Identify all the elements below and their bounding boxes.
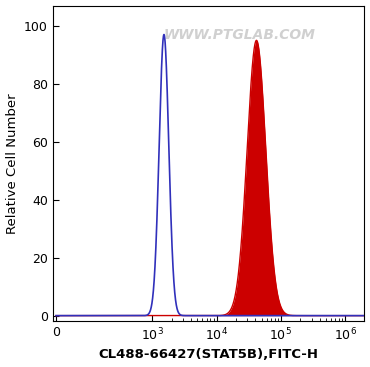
X-axis label: CL488-66427(STAT5B),FITC-H: CL488-66427(STAT5B),FITC-H — [99, 348, 319, 361]
Text: WWW.PTGLAB.COM: WWW.PTGLAB.COM — [164, 28, 316, 42]
Y-axis label: Relative Cell Number: Relative Cell Number — [6, 93, 18, 234]
